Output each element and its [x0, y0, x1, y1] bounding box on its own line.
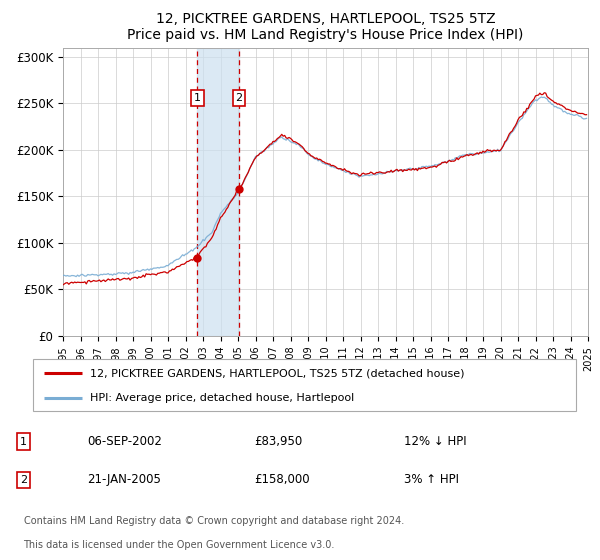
- Text: £83,950: £83,950: [254, 435, 302, 448]
- FancyBboxPatch shape: [33, 360, 576, 410]
- Text: HPI: Average price, detached house, Hartlepool: HPI: Average price, detached house, Hart…: [91, 393, 355, 403]
- Text: 21-JAN-2005: 21-JAN-2005: [87, 473, 161, 486]
- Text: Contains HM Land Registry data © Crown copyright and database right 2024.: Contains HM Land Registry data © Crown c…: [23, 516, 404, 526]
- Text: 2: 2: [235, 93, 242, 103]
- Text: 06-SEP-2002: 06-SEP-2002: [87, 435, 162, 448]
- Text: 1: 1: [194, 93, 201, 103]
- Title: 12, PICKTREE GARDENS, HARTLEPOOL, TS25 5TZ
Price paid vs. HM Land Registry's Hou: 12, PICKTREE GARDENS, HARTLEPOOL, TS25 5…: [127, 12, 524, 42]
- Text: 12, PICKTREE GARDENS, HARTLEPOOL, TS25 5TZ (detached house): 12, PICKTREE GARDENS, HARTLEPOOL, TS25 5…: [91, 368, 465, 379]
- Text: 3% ↑ HPI: 3% ↑ HPI: [404, 473, 458, 486]
- Text: £158,000: £158,000: [254, 473, 310, 486]
- Text: This data is licensed under the Open Government Licence v3.0.: This data is licensed under the Open Gov…: [23, 540, 335, 550]
- Text: 2: 2: [20, 475, 27, 485]
- Text: 1: 1: [20, 436, 27, 446]
- Bar: [197, 48, 239, 336]
- Text: 12% ↓ HPI: 12% ↓ HPI: [404, 435, 466, 448]
